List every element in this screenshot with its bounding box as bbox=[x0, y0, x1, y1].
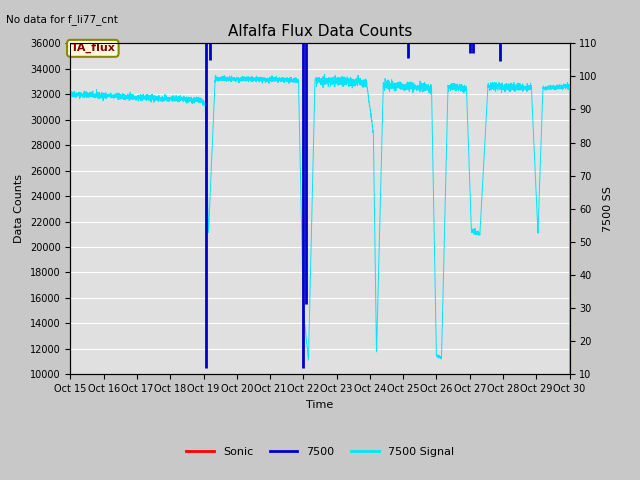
Title: Alfalfa Flux Data Counts: Alfalfa Flux Data Counts bbox=[228, 24, 412, 39]
Y-axis label: 7500 SS: 7500 SS bbox=[604, 186, 613, 232]
Y-axis label: Data Counts: Data Counts bbox=[14, 174, 24, 243]
Text: TA_flux: TA_flux bbox=[70, 43, 115, 53]
Text: No data for f_li77_cnt: No data for f_li77_cnt bbox=[6, 14, 118, 25]
X-axis label: Time: Time bbox=[307, 400, 333, 409]
Legend: Sonic, 7500, 7500 Signal: Sonic, 7500, 7500 Signal bbox=[182, 443, 458, 462]
